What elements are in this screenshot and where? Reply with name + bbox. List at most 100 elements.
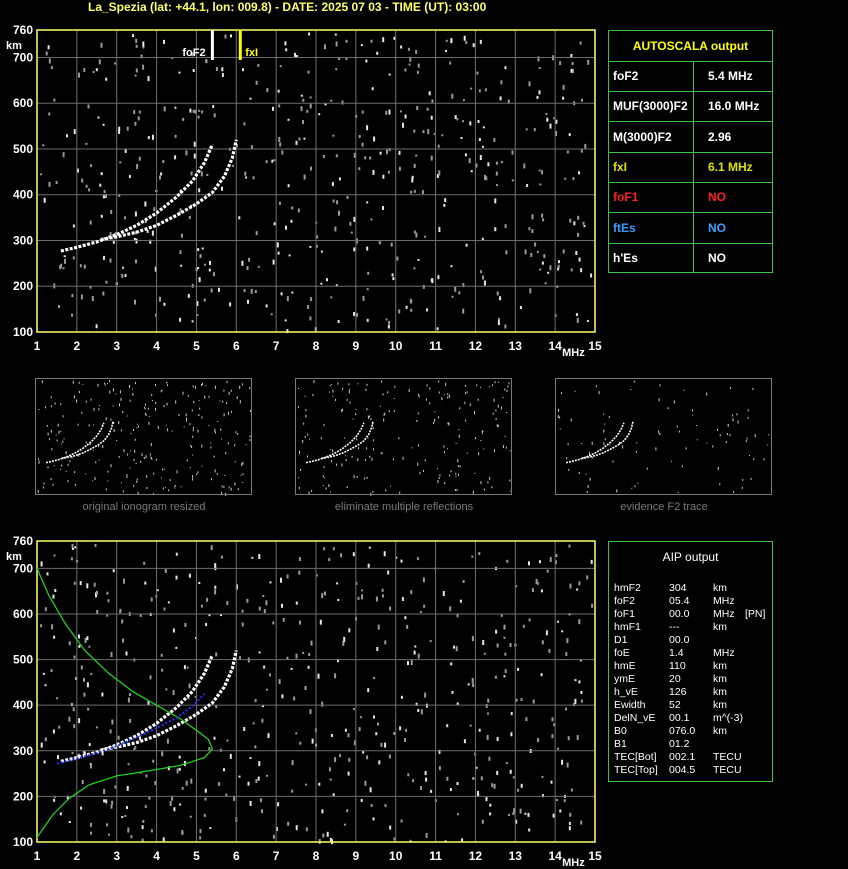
noise-dot (223, 413, 225, 417)
noise-dot (331, 384, 333, 386)
noise-dot (56, 439, 58, 442)
noise-dot (163, 405, 165, 408)
noise-dot (241, 622, 244, 627)
thumb-trace (305, 422, 365, 464)
noise-dot (118, 126, 121, 131)
noise-dot (122, 411, 124, 413)
noise-dot (483, 280, 486, 286)
noise-dot (192, 385, 194, 388)
noise-dot (130, 835, 133, 839)
noise-dot (335, 399, 337, 401)
autoscala-label: ftEs (613, 220, 636, 235)
noise-dot (400, 819, 403, 823)
autoscala-title: AUTOSCALA output (609, 31, 772, 62)
noise-dot (334, 33, 337, 36)
noise-dot (566, 457, 568, 460)
noise-dot (136, 478, 138, 481)
noise-dot (431, 99, 434, 104)
noise-dot (545, 630, 548, 636)
noise-dot (241, 260, 244, 266)
noise-dot (424, 692, 427, 698)
noise-dot (334, 226, 337, 232)
noise-dot (242, 383, 244, 386)
noise-dot (93, 582, 96, 587)
noise-dot (565, 652, 568, 657)
noise-dot (591, 441, 593, 445)
noise-dot (586, 319, 589, 322)
noise-dot (242, 473, 244, 476)
noise-dot (604, 423, 606, 425)
noise-dot (529, 288, 532, 294)
noise-dot (492, 384, 494, 387)
noise-dot (78, 72, 80, 78)
noise-dot (162, 487, 164, 490)
noise-dot (493, 137, 496, 142)
noise-dot (727, 423, 729, 427)
noise-dot (500, 613, 503, 617)
noise-dot (382, 206, 384, 210)
noise-dot (449, 606, 452, 612)
noise-dot (278, 104, 281, 108)
noise-dot (608, 416, 610, 419)
x-tick-label: 15 (588, 849, 602, 863)
noise-dot (38, 409, 40, 410)
noise-dot (163, 302, 166, 306)
noise-dot (139, 614, 142, 617)
noise-dot (477, 793, 480, 797)
noise-dot (458, 473, 459, 476)
noise-dot (360, 44, 363, 47)
noise-dot (387, 570, 390, 575)
noise-dot (107, 480, 109, 482)
noise-dot (349, 221, 352, 226)
noise-dot (449, 788, 452, 791)
noise-dot (162, 468, 164, 471)
noise-dot (265, 600, 268, 606)
noise-dot (272, 621, 275, 625)
noise-dot (176, 470, 178, 474)
noise-dot (417, 462, 419, 466)
noise-dot (74, 471, 76, 474)
noise-dot (441, 134, 444, 137)
noise-dot (191, 446, 193, 449)
noise-dot (335, 154, 338, 158)
noise-dot (133, 748, 136, 751)
noise-dot (671, 460, 673, 462)
noise-dot (252, 176, 255, 180)
noise-dot (58, 430, 60, 434)
noise-dot (388, 148, 391, 152)
noise-dot (522, 624, 525, 628)
noise-dot (417, 63, 420, 68)
noise-dot (345, 455, 347, 457)
noise-dot (224, 34, 227, 39)
noise-dot (174, 155, 177, 160)
noise-dot (458, 429, 460, 430)
noise-dot (364, 780, 367, 786)
noise-dot (388, 754, 391, 759)
noise-dot (80, 294, 83, 300)
noise-dot (322, 833, 325, 838)
noise-dot (538, 90, 541, 95)
noise-dot (285, 225, 287, 230)
noise-dot (484, 488, 485, 491)
noise-dot (373, 715, 375, 719)
noise-dot (197, 248, 200, 252)
noise-dot (221, 491, 223, 494)
noise-dot (591, 456, 593, 459)
noise-dot (56, 697, 59, 700)
noise-dot (192, 454, 193, 456)
noise-dot (214, 428, 216, 432)
noise-dot (434, 411, 436, 413)
noise-dot (415, 702, 418, 706)
y-unit-label: km (6, 551, 22, 563)
noise-dot (497, 320, 500, 326)
noise-dot (121, 619, 124, 624)
noise-dot (478, 552, 481, 556)
noise-dot (255, 80, 258, 85)
noise-dot (172, 628, 175, 633)
noise-dot (160, 172, 163, 176)
noise-dot (402, 456, 404, 460)
noise-dot (429, 640, 432, 643)
noise-dot (527, 812, 530, 817)
noise-dot (76, 399, 78, 403)
noise-dot (239, 385, 241, 389)
